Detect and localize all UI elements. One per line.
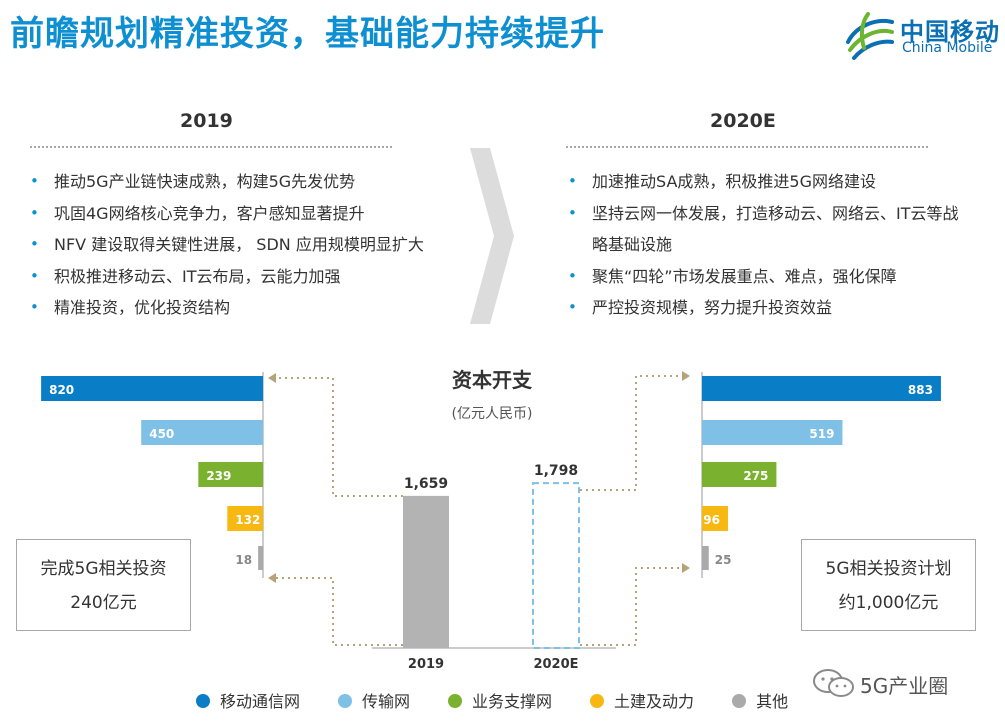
- right-column-heading: 2020E: [710, 110, 776, 132]
- connector-2020e-top: [580, 375, 682, 491]
- page-title: 前瞻规划精准投资，基础能力持续提升: [10, 14, 605, 54]
- bar-2019-5: [258, 546, 263, 570]
- connector-arrow-left-bottom: [268, 573, 276, 583]
- right-bullet: 加速推动SA成熟，积极推进5G网络建设: [568, 166, 968, 198]
- bar-2020e-value-label: 275: [743, 469, 768, 483]
- bar-2019-value-label: 18: [235, 553, 252, 567]
- chevron-arrow-icon: [470, 148, 514, 324]
- bar-2020e-4: [702, 506, 728, 531]
- total-value-label: 1,659: [404, 476, 448, 492]
- left-bullet: 积极推进移动云、IT云布局，云能力加强: [30, 261, 450, 293]
- legend-swatch: [338, 694, 353, 708]
- legend-item: 业务支撑网: [448, 688, 552, 712]
- legend-swatch: [590, 694, 605, 708]
- connector-2019-bottom: [276, 577, 403, 646]
- right-callout-line-2: 约1,000亿元: [838, 593, 939, 613]
- total-value-label: 1,798: [534, 463, 578, 479]
- bar-2019-value-label: 450: [149, 427, 174, 441]
- wechat-icon: [813, 669, 854, 697]
- bar-2019-3: [198, 462, 263, 487]
- left-callout-line-1: 完成5G相关投资: [40, 559, 167, 579]
- left-bullet: 推动5G产业链快速成熟，构建5G先发优势: [30, 166, 450, 198]
- legend-label: 传输网: [362, 692, 411, 711]
- legend-item: 移动通信网: [196, 688, 300, 712]
- bar-2019-value-label: 132: [235, 513, 260, 527]
- right-bullet-list: 加速推动SA成熟，积极推进5G网络建设坚持云网一体发展，打造移动云、网络云、IT…: [568, 166, 968, 324]
- bar-2020e-value-label: 519: [809, 427, 834, 441]
- bar-2020e-1: [702, 376, 941, 401]
- bar-2020e-3: [702, 462, 777, 487]
- right-callout-line-1: 5G相关投资计划: [825, 559, 952, 579]
- legend-swatch: [732, 694, 747, 708]
- wechat-watermark: 5G产业圈: [812, 668, 992, 698]
- bar-2019-2: [141, 420, 263, 445]
- bar-2020e-5: [702, 546, 709, 570]
- right-bullet: 严控投资规模，努力提升投资效益: [568, 292, 968, 324]
- legend-label: 其他: [756, 692, 789, 711]
- chart-legend: 移动通信网 传输网 业务支撑网 土建及动力 其他: [196, 688, 826, 714]
- right-bullet: 聚焦“四轮”市场发展重点、难点，强化保障: [568, 261, 968, 293]
- total-category-label: 2019: [408, 657, 444, 672]
- total-bar-2020E: [532, 482, 580, 650]
- connector-2020e-bottom: [580, 567, 682, 646]
- bar-2020e-value-label: 25: [715, 553, 732, 567]
- bar-2019-value-label: 820: [49, 383, 74, 397]
- bar-2019-4: [227, 506, 263, 531]
- bar-2019-value-label: 239: [206, 469, 231, 483]
- legend-swatch: [448, 694, 463, 708]
- bar-2020e-value-label: 883: [908, 383, 933, 397]
- legend-label: 土建及动力: [614, 692, 695, 711]
- connector-arrow-right-top: [682, 371, 690, 381]
- total-bar-2019: [403, 495, 449, 648]
- right-heading-divider: [566, 146, 928, 148]
- chart-subtitle: (亿元人民币): [452, 406, 533, 422]
- legend-item: 传输网: [338, 688, 410, 712]
- legend-item: 其他: [732, 688, 788, 712]
- legend-item: 土建及动力: [590, 688, 694, 712]
- left-heading-divider: [30, 146, 392, 148]
- connector-arrow-right-bottom: [682, 563, 690, 573]
- right-5g-callout: 5G相关投资计划 约1,000亿元: [801, 539, 976, 631]
- chart-title: 资本开支: [452, 368, 533, 392]
- china-mobile-logo: 中国移动 China Mobile: [842, 8, 1002, 64]
- left-bullet: 精准投资，优化投资结构: [30, 292, 450, 324]
- left-bullet-list: 推动5G产业链快速成熟，构建5G先发优势巩固4G网络核心竞争力，客户感知显著提升…: [30, 166, 450, 324]
- connector-arrow-left-top: [268, 373, 276, 383]
- legend-label: 业务支撑网: [472, 692, 553, 711]
- logo-text-cn: 中国移动: [900, 18, 1000, 46]
- legend-swatch: [196, 694, 210, 708]
- china-mobile-logo-icon: [846, 12, 894, 60]
- bar-2020e-2: [702, 420, 843, 445]
- left-callout-line-2: 240亿元: [70, 593, 137, 613]
- bar-2020e-value-label: 96: [703, 513, 720, 527]
- left-bullet: 巩固4G网络核心竞争力，客户感知显著提升: [30, 198, 450, 230]
- left-bullet: NFV 建设取得关键性进展， SDN 应用规模明显扩大: [30, 229, 450, 261]
- total-category-label: 2020E: [533, 657, 578, 672]
- left-5g-callout: 完成5G相关投资 240亿元: [16, 539, 191, 631]
- right-bullet: 坚持云网一体发展，打造移动云、网络云、IT云等战略基础设施: [568, 198, 968, 261]
- left-column-heading: 2019: [180, 110, 233, 132]
- bar-2019-1: [41, 376, 263, 401]
- watermark-text: 5G产业圈: [860, 674, 949, 698]
- legend-label: 移动通信网: [220, 692, 301, 711]
- connector-2019-top: [276, 377, 403, 497]
- logo-text-en: China Mobile: [902, 40, 993, 56]
